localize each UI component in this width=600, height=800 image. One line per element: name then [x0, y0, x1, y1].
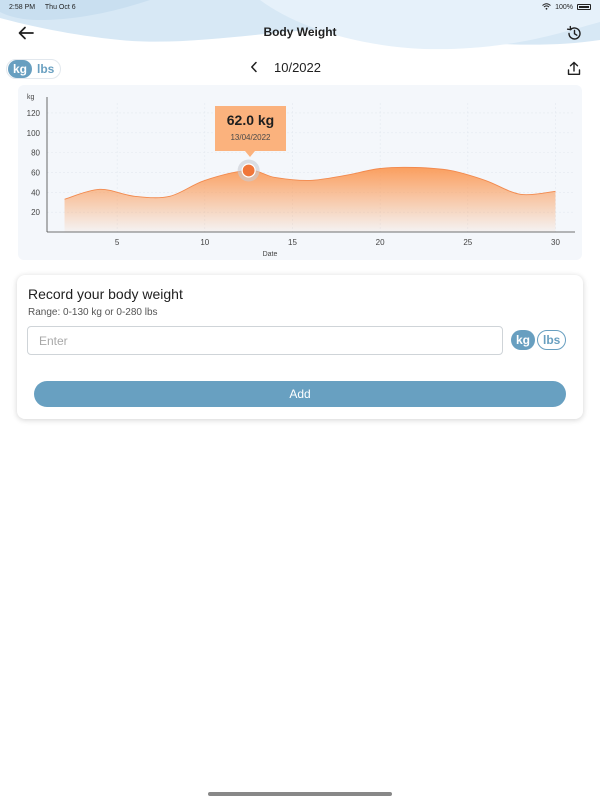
status-date: Thu Oct 6: [44, 3, 76, 11]
battery-icon: [577, 4, 591, 10]
history-button[interactable]: [562, 21, 586, 45]
unit-kg-toggle[interactable]: kg: [8, 60, 33, 78]
y-tick-label: 60: [31, 168, 40, 177]
x-tick-label: 25: [463, 238, 472, 247]
y-tick-label: 120: [27, 109, 41, 118]
previous-month-button[interactable]: [244, 57, 264, 77]
x-axis-label: Date: [263, 251, 278, 258]
input-unit-kg[interactable]: kg: [511, 330, 536, 350]
x-tick-label: 30: [551, 238, 560, 247]
controls-bar: kg lbs 10/2022: [0, 55, 600, 81]
top-bar: Body Weight: [0, 18, 600, 48]
current-month: 10/2022: [274, 59, 321, 75]
weight-input[interactable]: [27, 326, 503, 355]
x-tick-label: 10: [200, 238, 209, 247]
input-unit-toggle: kg lbs: [511, 330, 567, 350]
home-indicator[interactable]: [208, 792, 392, 796]
chart-tooltip: 62.0 kg 13/04/2022: [215, 106, 286, 157]
x-tick-label: 5: [115, 238, 120, 247]
weight-line: [64, 166, 556, 200]
record-weight-card: Record your body weight Range: 0-130 kg …: [17, 275, 583, 419]
range-hint: Range: 0-130 kg or 0-280 lbs: [28, 307, 158, 318]
highlight-point: [241, 163, 256, 178]
month-navigator: 10/2022: [244, 57, 321, 77]
x-tick-label: 15: [288, 238, 297, 247]
add-button[interactable]: Add: [34, 381, 566, 407]
weight-chart-svg: 20 40 60 80 100 120 5 10 15 20 25 30 kg Date: [27, 94, 575, 258]
page-title: Body Weight: [263, 25, 337, 39]
x-tick-label: 20: [376, 238, 385, 247]
record-heading: Record your body weight: [28, 286, 183, 302]
unit-lbs-toggle[interactable]: lbs: [37, 62, 55, 76]
back-button[interactable]: [14, 21, 38, 45]
share-icon: [567, 61, 581, 75]
input-unit-lbs[interactable]: lbs: [537, 330, 567, 350]
weight-area: [64, 167, 556, 232]
y-tick-label: 100: [27, 129, 41, 138]
arrow-left-icon: [18, 26, 34, 40]
history-icon: [566, 25, 581, 40]
y-tick-label: 20: [31, 208, 40, 217]
y-axis-label: kg: [27, 94, 35, 101]
wifi-icon: [542, 2, 551, 12]
share-button[interactable]: [564, 58, 584, 78]
unit-toggle: kg lbs: [6, 59, 62, 79]
status-time: 2:58 PM: [9, 3, 36, 11]
weight-chart: 20 40 60 80 100 120 5 10 15 20 25 30 kg Date: [18, 85, 582, 260]
header-background: [0, 0, 600, 80]
status-bar: 2:58 PM Thu Oct 6 100%: [0, 0, 600, 14]
chevron-left-icon: [251, 61, 257, 73]
y-tick-label: 80: [31, 149, 40, 158]
tooltip-date: 13/04/2022: [230, 133, 271, 142]
tooltip-value: 62.0 kg: [226, 112, 275, 128]
y-tick-label: 40: [31, 188, 40, 197]
battery-percent: 100%: [555, 3, 573, 11]
